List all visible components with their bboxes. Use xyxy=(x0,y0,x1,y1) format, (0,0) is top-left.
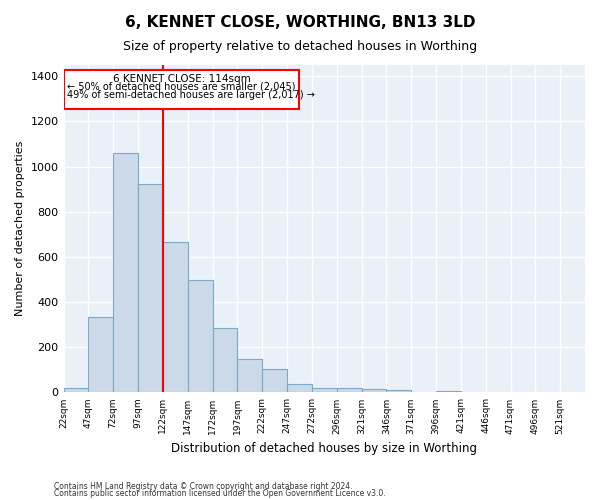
Text: Contains public sector information licensed under the Open Government Licence v3: Contains public sector information licen… xyxy=(54,489,386,498)
Bar xyxy=(113,153,138,392)
Text: Size of property relative to detached houses in Worthing: Size of property relative to detached ho… xyxy=(123,40,477,53)
Bar xyxy=(188,280,212,392)
Bar xyxy=(163,242,188,392)
Y-axis label: Number of detached properties: Number of detached properties xyxy=(15,141,25,316)
Text: 6 KENNET CLOSE: 114sqm: 6 KENNET CLOSE: 114sqm xyxy=(113,74,250,84)
FancyBboxPatch shape xyxy=(64,70,299,109)
Bar xyxy=(88,317,113,392)
Bar xyxy=(337,388,362,392)
Bar xyxy=(212,328,238,392)
Bar xyxy=(138,184,163,392)
Bar xyxy=(64,388,88,392)
Bar xyxy=(287,384,312,392)
Bar xyxy=(312,388,337,392)
Bar xyxy=(362,389,386,392)
Bar xyxy=(386,390,411,392)
Text: Contains HM Land Registry data © Crown copyright and database right 2024.: Contains HM Land Registry data © Crown c… xyxy=(54,482,353,491)
Bar xyxy=(238,358,262,392)
Text: 6, KENNET CLOSE, WORTHING, BN13 3LD: 6, KENNET CLOSE, WORTHING, BN13 3LD xyxy=(125,15,475,30)
Text: ← 50% of detached houses are smaller (2,045): ← 50% of detached houses are smaller (2,… xyxy=(67,82,296,92)
X-axis label: Distribution of detached houses by size in Worthing: Distribution of detached houses by size … xyxy=(171,442,477,455)
Bar xyxy=(262,368,287,392)
Text: 49% of semi-detached houses are larger (2,017) →: 49% of semi-detached houses are larger (… xyxy=(67,90,315,100)
